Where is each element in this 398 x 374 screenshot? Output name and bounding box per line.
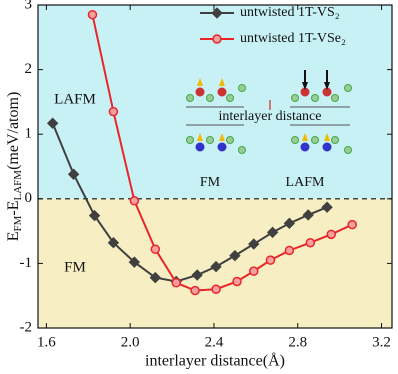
y-tick-label: 2 [25, 61, 33, 77]
y-axis-label-part: E [5, 232, 22, 242]
y-axis-label-part: FM [12, 215, 24, 231]
inset-label: FM [200, 175, 221, 190]
y-axis-label-part: -E [5, 200, 22, 215]
point [305, 237, 316, 248]
x-tick-label: 2.0 [121, 334, 140, 350]
y-tick-label: -1 [20, 255, 33, 271]
point [191, 269, 203, 281]
point [229, 249, 241, 262]
x-tick-label: 2.8 [288, 334, 307, 350]
point [67, 168, 80, 180]
point [88, 209, 101, 222]
point [284, 245, 295, 256]
region-label: LAFM [54, 91, 96, 107]
point [321, 201, 333, 213]
point [249, 266, 259, 276]
legend-label: untwisted 1T-VS₂ [240, 5, 340, 20]
legend-label: untwisted 1T-VSe₂ [240, 31, 346, 46]
y-tick-label: 0 [25, 190, 33, 206]
plot-frame [37, 4, 393, 329]
point [265, 255, 276, 265]
point [326, 229, 337, 240]
y-tick-label: 3 [25, 0, 33, 12]
point [210, 260, 222, 273]
background [38, 5, 392, 328]
metal-atoms [195, 87, 332, 152]
point [248, 238, 260, 250]
point [150, 244, 161, 254]
inset-label: LAFM [286, 175, 325, 190]
point [108, 106, 119, 117]
point [266, 226, 279, 239]
y-axis-label-part: (meV/atom) [5, 92, 22, 170]
inset-structures [186, 70, 352, 154]
x-tick-label: 3.2 [372, 334, 391, 350]
point [46, 117, 59, 129]
point [129, 195, 140, 206]
x-tick-label: 2.4 [205, 334, 224, 350]
x-axis-label: interlayer distance(Å) [145, 352, 285, 370]
spin-arrows-down [302, 70, 330, 90]
point [283, 217, 296, 230]
point [87, 9, 98, 20]
region-label: FM [64, 259, 86, 275]
point [211, 284, 221, 294]
point [149, 271, 162, 284]
y-tick-label: -2 [20, 319, 33, 335]
labels: 1.6 2.0 2.4 2.8 3.2 -2 -1 0 1 2 3 interlayer distan… [5, 0, 391, 370]
point [107, 237, 120, 249]
point [347, 219, 357, 230]
inset-label: interlayer distance [218, 109, 321, 124]
y-axis-label-part: LAFM [12, 170, 24, 201]
point [302, 209, 314, 221]
legend-marker [211, 7, 223, 19]
y-tick-label: 1 [25, 126, 33, 142]
point [128, 256, 141, 268]
spin-arrows [197, 78, 330, 141]
point [190, 285, 200, 296]
x-tick-label: 1.6 [37, 334, 56, 350]
point [171, 278, 181, 288]
point [232, 276, 242, 287]
y-axis-label: EFM-ELAFM(meV/atom) [5, 92, 24, 242]
atoms [186, 84, 352, 154]
legend-marker [212, 34, 222, 44]
plot [37, 4, 393, 329]
